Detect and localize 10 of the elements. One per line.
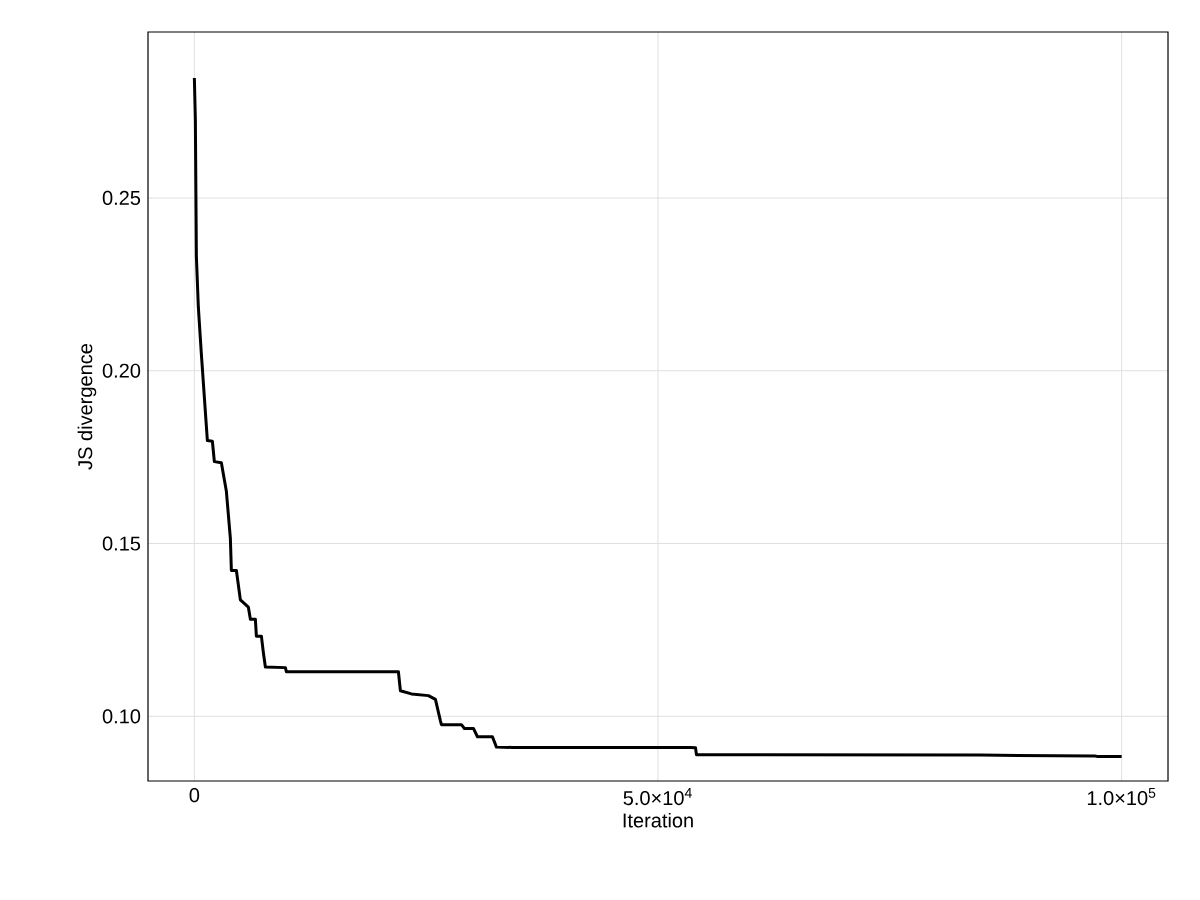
y-tick-label: 0.20 [102,363,141,378]
x-tick-label: 1.0×10$^{5}$ [1087,788,1156,806]
x-tick-label: 0 [189,788,200,803]
y-tick-label: 0.25 [102,190,141,205]
y-axis-title: JS divergence [77,344,97,470]
y-tick-label: 0.10 [102,709,141,724]
line-series [192,76,1124,758]
x-axis-title: Iteration [623,812,693,828]
y-tick-label: 0.15 [102,536,141,551]
x-tick-label: 5.0×10$^{4}$ [623,788,692,806]
